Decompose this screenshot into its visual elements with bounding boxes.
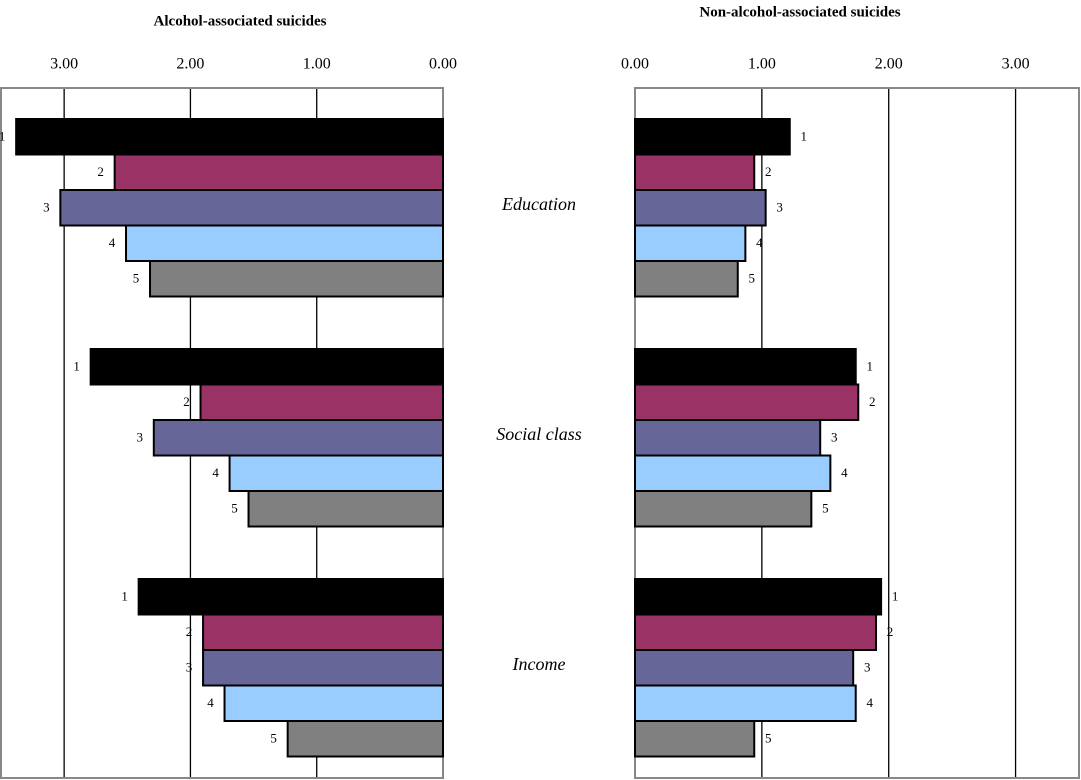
bar-label: 1 [73,359,80,374]
bar [634,649,855,687]
x-tick-label: 0.00 [429,56,457,73]
bar [89,348,444,386]
bar [247,490,444,528]
bar-label: 1 [121,589,128,604]
bar [634,260,739,298]
bar-label: 4 [212,465,219,480]
bar [202,649,444,687]
x-tick-label: 2.00 [176,56,204,73]
bar-label: 3 [831,430,838,445]
bar-label: 5 [270,731,277,746]
bar-label: 1 [866,359,873,374]
chart-title: Alcohol-associated suicides [154,13,327,29]
bar [634,189,767,227]
x-tick-label: 3.00 [50,56,78,73]
bar [634,720,756,758]
bar [137,578,444,616]
bar [202,613,444,651]
bar [634,348,857,386]
bar-label: 4 [866,695,873,710]
bar-label: 1 [892,589,899,604]
bar-label: 4 [841,465,848,480]
bar-label: 5 [133,271,140,286]
bar [634,613,878,651]
bar-label: 4 [207,695,214,710]
bar [634,153,756,191]
bar-label: 1 [801,129,808,144]
bar-label: 2 [887,624,894,639]
bar [125,224,444,262]
bar-label: 2 [183,394,190,409]
bar-label: 3 [776,200,783,215]
chart-title: Non-alcohol-associated suicides [699,4,900,20]
bar [15,118,444,156]
bar [634,454,832,492]
bar [286,720,444,758]
bar [59,189,445,227]
x-tick-label: 1.00 [748,56,776,73]
x-tick-label: 0.00 [621,56,649,73]
bar-label: 2 [186,624,193,639]
category-label: Social class [496,424,582,444]
bar-label: 2 [869,394,876,409]
bar-label: 5 [231,501,238,516]
bar-label: 3 [43,200,50,215]
bar [634,490,813,528]
bar [634,419,822,457]
bar [634,118,791,156]
bar [152,419,444,457]
bar [634,578,883,616]
bar-label: 4 [756,235,763,250]
bar [634,383,860,421]
bar-label: 3 [864,660,871,675]
bar [113,153,445,191]
bar [228,454,444,492]
bar [149,260,444,298]
bar [223,684,444,722]
bar-label: 2 [765,164,772,179]
bar-label: 5 [749,271,756,286]
bar-label: 5 [822,501,829,516]
bar-label: 4 [109,235,116,250]
bar-label: 2 [97,164,104,179]
bar-label: 3 [137,430,144,445]
x-tick-label: 1.00 [303,56,331,73]
bar-label: 5 [765,731,772,746]
bar-label: 1 [0,129,5,144]
x-tick-label: 3.00 [1002,56,1030,73]
category-label: Education [501,194,576,214]
bar [634,684,857,722]
bar [634,224,747,262]
bar [199,383,444,421]
category-label: Income [512,654,566,674]
x-tick-label: 2.00 [875,56,903,73]
bar-label: 3 [186,660,193,675]
